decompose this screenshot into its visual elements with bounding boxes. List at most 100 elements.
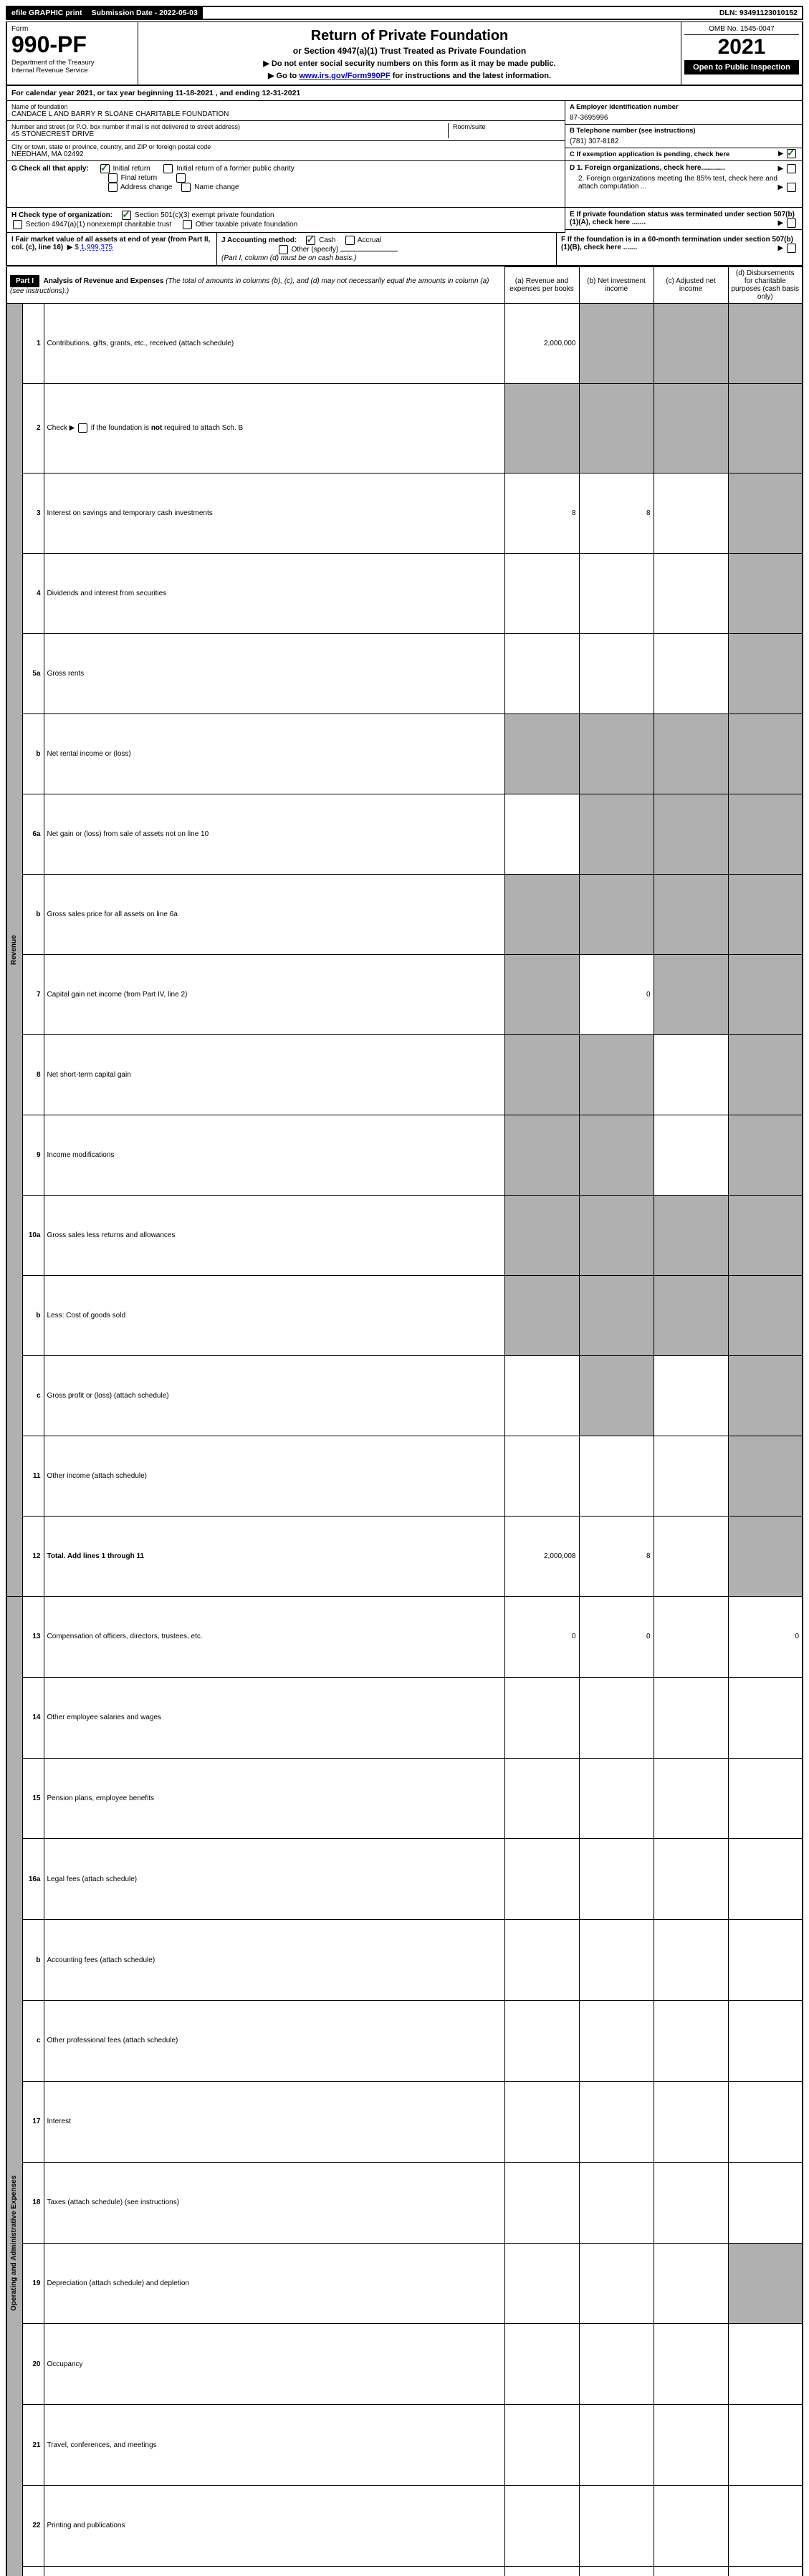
form-subtitle: or Section 4947(a)(1) Trust Treated as P…	[145, 46, 674, 56]
f-cell: F If the foundation is in a 60-month ter…	[556, 233, 802, 265]
ein-value: 87-3695996	[570, 114, 798, 122]
header-right: OMB No. 1545-0047 2021 Open to Public In…	[681, 22, 802, 85]
instruction-2: ▶ Go to www.irs.gov/Form990PF for instru…	[145, 71, 674, 80]
i-cell: I Fair market value of all assets at end…	[7, 233, 216, 265]
fmv-value[interactable]: 1,999,375	[81, 244, 113, 251]
row-2-checkbox[interactable]	[78, 423, 87, 433]
g-label: G Check all that apply:	[11, 165, 89, 173]
omb-number: OMB No. 1545-0047	[684, 24, 799, 35]
address-row: Number and street (or P.O. box number if…	[7, 121, 565, 141]
calendar-year-line: For calendar year 2021, or tax year begi…	[6, 86, 803, 101]
d-row: D 1. Foreign organizations, check here..…	[565, 161, 802, 208]
i-j-f-row: I Fair market value of all assets at end…	[6, 233, 803, 266]
header-center: Return of Private Foundation or Section …	[138, 22, 681, 85]
e-checkbox[interactable]	[787, 218, 796, 228]
g-initial-former-label: Initial return of a former public charit…	[176, 165, 295, 173]
g-initial-former-checkbox[interactable]	[163, 164, 173, 173]
name-cell: Name of foundation CANDACE L AND BARRY R…	[7, 101, 565, 121]
c-label: C If exemption application is pending, c…	[570, 150, 729, 158]
part-1-title: Analysis of Revenue and Expenses	[44, 277, 164, 285]
j-other-checkbox[interactable]	[279, 245, 288, 254]
row-8-label: Net short-term capital gain	[44, 1034, 504, 1115]
form-title: Return of Private Foundation	[145, 28, 674, 44]
h-other-checkbox[interactable]	[183, 220, 192, 229]
d2-checkbox[interactable]	[787, 183, 796, 192]
j-label: J Accounting method:	[221, 236, 297, 244]
ein-cell: A Employer identification number 87-3695…	[565, 101, 802, 125]
dln-number: DLN: 93491123010152	[715, 7, 802, 19]
f-checkbox[interactable]	[787, 244, 796, 253]
ein-label: A Employer identification number	[570, 103, 798, 111]
room-label: Room/suite	[453, 123, 560, 130]
name-label: Name of foundation	[11, 103, 560, 110]
instr2-post: for instructions and the latest informat…	[391, 72, 551, 80]
row-5a-label: Gross rents	[44, 633, 504, 713]
instr2-pre: ▶ Go to	[268, 72, 299, 80]
g-final-label: Final return	[121, 174, 158, 182]
instruction-1: ▶ Do not enter social security numbers o…	[145, 59, 674, 68]
row-13-b: 0	[579, 1597, 654, 1678]
row-13-d: 0	[728, 1597, 803, 1678]
j-other-label: Other (specify)	[292, 246, 339, 254]
row-10b-label: Less: Cost of goods sold	[44, 1275, 504, 1355]
submission-date: Submission Date - 2022-05-03	[87, 7, 203, 19]
g-row: G Check all that apply: Initial return I…	[7, 161, 565, 208]
h-opt2-label: Section 4947(a)(1) nonexempt charitable …	[26, 221, 171, 229]
f-label: F If the foundation is in a 60-month ter…	[561, 236, 793, 251]
h-501c3-checkbox[interactable]	[122, 211, 131, 220]
part-1-table: Part I Analysis of Revenue and Expenses …	[6, 266, 803, 2576]
expenses-side-label: Operating and Administrative Expenses	[6, 1597, 22, 2576]
row-4-label: Dividends and interest from securities	[44, 553, 504, 633]
row-7-b: 0	[579, 954, 654, 1034]
g-addr-change-checkbox[interactable]	[108, 183, 118, 192]
row-14-label: Other employee salaries and wages	[44, 1677, 504, 1758]
j-cash-checkbox[interactable]	[306, 236, 315, 245]
row-16a-label: Legal fees (attach schedule)	[44, 1839, 504, 1920]
row-22-label: Printing and publications	[44, 2485, 504, 2566]
row-6b-label: Gross sales price for all assets on line…	[44, 874, 504, 954]
h-opt1-label: Section 501(c)(3) exempt private foundat…	[135, 211, 274, 219]
row-3-b: 8	[579, 473, 654, 553]
row-17-label: Interest	[44, 2081, 504, 2162]
row-6a-label: Net gain or (loss) from sale of assets n…	[44, 794, 504, 874]
j-cash-label: Cash	[319, 236, 335, 244]
j-accrual-checkbox[interactable]	[345, 236, 355, 245]
g-initial-checkbox[interactable]	[100, 164, 110, 173]
row-1-label: Contributions, gifts, grants, etc., rece…	[44, 304, 504, 384]
section-g-d: G Check all that apply: Initial return I…	[6, 161, 803, 233]
top-bar: efile GRAPHIC print Submission Date - 20…	[6, 6, 803, 20]
row-10a-label: Gross sales less returns and allowances	[44, 1195, 504, 1275]
row-13-label: Compensation of officers, directors, tru…	[44, 1597, 504, 1678]
form-header: Form 990-PF Department of the Treasury I…	[6, 21, 803, 86]
col-c-header: (c) Adjusted net income	[654, 267, 728, 304]
row-19-label: Depreciation (attach schedule) and deple…	[44, 2243, 504, 2324]
g-name-change-checkbox[interactable]	[181, 183, 191, 192]
d1-label: D 1. Foreign organizations, check here..…	[570, 164, 725, 172]
city-state-zip: NEEDHAM, MA 02492	[11, 150, 560, 158]
h-row: H Check type of organization: Section 50…	[7, 208, 565, 233]
efile-print-label[interactable]: efile GRAPHIC print	[7, 7, 87, 19]
c-cell: C If exemption application is pending, c…	[565, 148, 802, 161]
h-opt3-label: Other taxable private foundation	[196, 221, 297, 229]
h-label: H Check type of organization:	[11, 211, 113, 219]
d2-label: 2. Foreign organizations meeting the 85%…	[578, 175, 777, 191]
row-1-a: 2,000,000	[504, 304, 579, 384]
addr-label: Number and street (or P.O. box number if…	[11, 123, 448, 130]
department-label: Department of the Treasury Internal Reve…	[11, 59, 133, 75]
j-note: (Part I, column (d) must be on cash basi…	[221, 254, 356, 262]
h-4947-checkbox[interactable]	[13, 220, 22, 229]
g-amended-checkbox[interactable]	[176, 173, 186, 183]
row-7-label: Capital gain net income (from Part IV, l…	[44, 954, 504, 1034]
d1-checkbox[interactable]	[787, 164, 796, 173]
col-a-header: (a) Revenue and expenses per books	[504, 267, 579, 304]
row-21-label: Travel, conferences, and meetings	[44, 2405, 504, 2486]
phone-label: B Telephone number (see instructions)	[570, 127, 798, 135]
row-20-label: Occupancy	[44, 2324, 504, 2405]
g-name-change-label: Name change	[194, 183, 239, 191]
irs-link[interactable]: www.irs.gov/Form990PF	[299, 72, 390, 80]
g-final-checkbox[interactable]	[108, 173, 118, 183]
row-12-a: 2,000,008	[504, 1516, 579, 1596]
c-checkbox[interactable]	[787, 149, 796, 158]
row-3-a: 8	[504, 473, 579, 553]
row-10c-label: Gross profit or (loss) (attach schedule)	[44, 1355, 504, 1436]
